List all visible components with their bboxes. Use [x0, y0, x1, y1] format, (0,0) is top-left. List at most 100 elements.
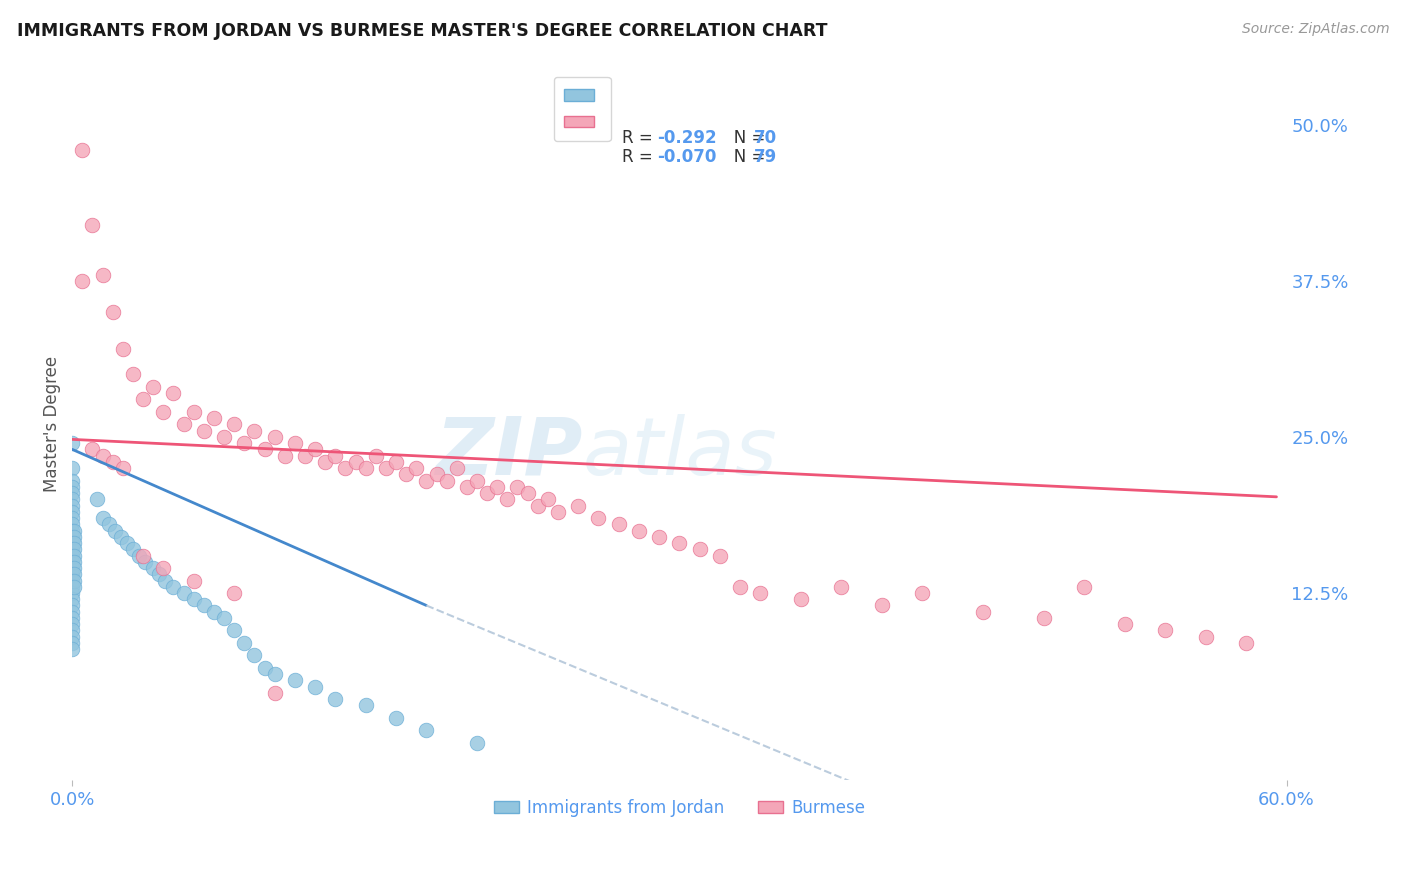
Point — [60, 549, 83, 563]
Point — [60, 624, 83, 638]
Text: R =: R = — [621, 128, 658, 147]
Point — [325, 692, 347, 706]
Point — [304, 442, 326, 457]
Point — [870, 599, 893, 613]
Text: Source: ZipAtlas.com: Source: ZipAtlas.com — [1241, 22, 1389, 37]
Point — [354, 461, 377, 475]
Point — [60, 555, 83, 569]
Point — [60, 480, 83, 494]
Point — [60, 630, 83, 644]
Point — [60, 617, 83, 632]
Point — [60, 474, 83, 488]
Point — [104, 524, 127, 538]
Point — [284, 436, 307, 450]
Point — [253, 661, 276, 675]
Point — [253, 442, 276, 457]
Point — [911, 586, 934, 600]
Point — [148, 567, 170, 582]
Point — [128, 549, 150, 563]
Point — [111, 461, 134, 475]
Point — [173, 417, 195, 432]
Point — [122, 368, 145, 382]
Point — [60, 642, 83, 657]
Point — [526, 499, 548, 513]
Point — [1032, 611, 1054, 625]
Point — [142, 380, 165, 394]
Point — [72, 274, 94, 288]
Point — [193, 424, 215, 438]
Point — [648, 530, 671, 544]
Point — [60, 492, 83, 507]
Point — [82, 218, 104, 232]
Point — [668, 536, 690, 550]
Point — [155, 574, 177, 588]
Point — [1194, 630, 1216, 644]
Point — [60, 611, 83, 625]
Point — [547, 505, 569, 519]
Point — [709, 549, 731, 563]
Text: -0.070: -0.070 — [657, 148, 717, 166]
Point — [415, 474, 437, 488]
Text: IMMIGRANTS FROM JORDAN VS BURMESE MASTER'S DEGREE CORRELATION CHART: IMMIGRANTS FROM JORDAN VS BURMESE MASTER… — [17, 22, 827, 40]
Point — [60, 580, 83, 594]
Point — [263, 686, 285, 700]
Point — [972, 605, 994, 619]
Point — [91, 511, 114, 525]
Point — [689, 542, 711, 557]
Point — [60, 499, 83, 513]
Point — [790, 592, 813, 607]
Point — [1234, 636, 1257, 650]
Point — [183, 405, 205, 419]
Point — [304, 680, 326, 694]
Point — [63, 574, 86, 588]
Point — [60, 561, 83, 575]
Point — [60, 461, 83, 475]
Point — [111, 343, 134, 357]
Point — [152, 561, 174, 575]
Point — [60, 605, 83, 619]
Point — [212, 611, 235, 625]
Point — [263, 430, 285, 444]
Point — [446, 461, 468, 475]
Point — [496, 492, 519, 507]
Point — [374, 461, 396, 475]
Point — [72, 143, 94, 157]
Point — [91, 268, 114, 282]
Point — [115, 536, 138, 550]
Point — [436, 474, 458, 488]
Point — [588, 511, 610, 525]
Point — [465, 474, 488, 488]
Point — [294, 449, 316, 463]
Text: 70: 70 — [754, 128, 778, 147]
Point — [91, 449, 114, 463]
Point — [425, 467, 447, 482]
Text: ZIP: ZIP — [434, 414, 582, 491]
Point — [1154, 624, 1177, 638]
Point — [183, 574, 205, 588]
Point — [60, 636, 83, 650]
Point — [830, 580, 852, 594]
Point — [132, 549, 155, 563]
Text: R =: R = — [621, 148, 658, 166]
Point — [212, 430, 235, 444]
Point — [60, 436, 83, 450]
Point — [63, 530, 86, 544]
Point — [385, 455, 408, 469]
Point — [567, 499, 589, 513]
Point — [385, 711, 408, 725]
Point — [325, 449, 347, 463]
Point — [152, 405, 174, 419]
Text: N =: N = — [717, 128, 770, 147]
Point — [465, 736, 488, 750]
Point — [82, 442, 104, 457]
Y-axis label: Master's Degree: Master's Degree — [44, 356, 60, 492]
Point — [60, 574, 83, 588]
Point — [162, 580, 184, 594]
Point — [60, 511, 83, 525]
Point — [60, 592, 83, 607]
Point — [1114, 617, 1136, 632]
Point — [456, 480, 478, 494]
Point — [97, 517, 120, 532]
Point — [233, 636, 256, 650]
Point — [274, 449, 297, 463]
